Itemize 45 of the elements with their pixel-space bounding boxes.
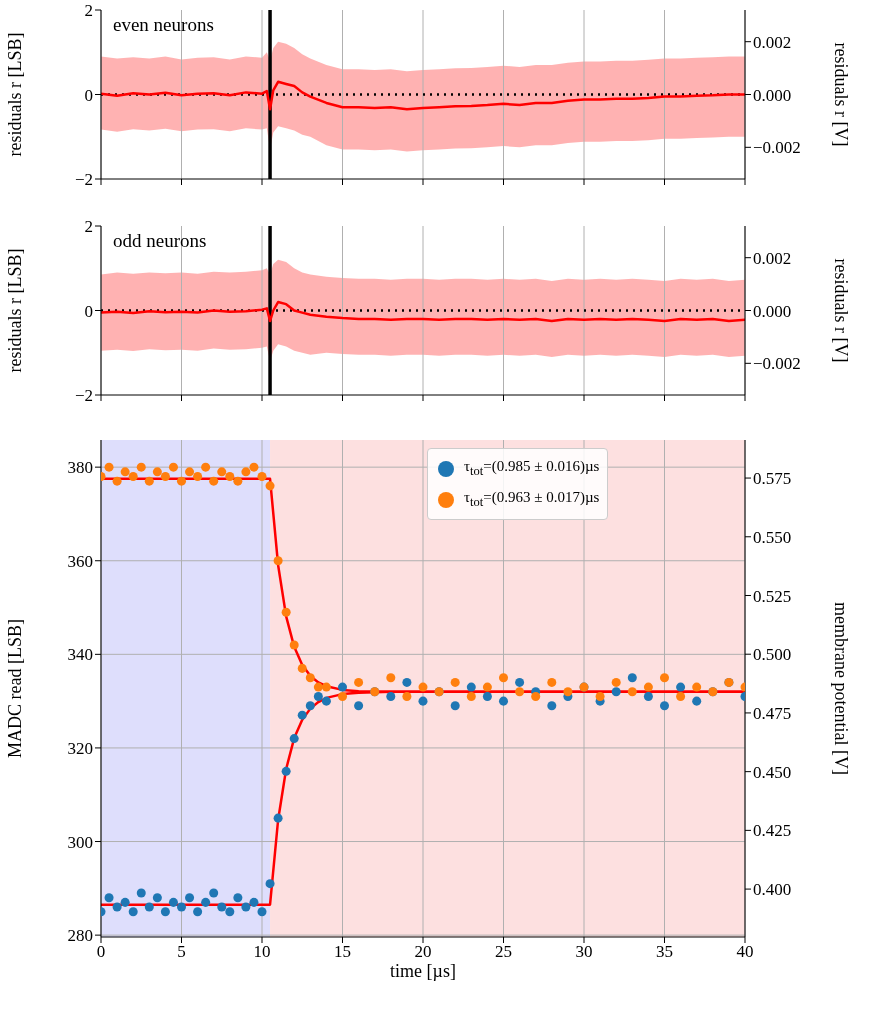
y-tick-label: 300 — [67, 832, 93, 852]
x-axis-title: time [µs] — [389, 961, 457, 982]
y2-axis-title: membrane potential [V] — [830, 602, 851, 775]
x-tick-label: 5 — [177, 942, 186, 962]
y2-tick-label: −0.002 — [753, 354, 801, 374]
legend-label: τ$_{tot}$=(0.963 ± 0.017)µs — [464, 488, 600, 511]
annotation: odd neurons — [113, 230, 207, 252]
x-tick-label: 25 — [495, 942, 512, 962]
y2-tick-label: 0.525 — [753, 586, 792, 606]
x-tick-label: 30 — [575, 942, 593, 962]
y-tick-label: 360 — [67, 551, 93, 571]
y2-tick-label: 0.575 — [753, 469, 792, 489]
y2-tick-label: 0.450 — [753, 762, 792, 782]
y2-axis-title: residuals r [V] — [830, 42, 851, 147]
y-tick-label: 0 — [84, 301, 93, 321]
legend-label: τ$_{tot}$=(0.985 ± 0.016)µs — [464, 457, 600, 480]
y-tick-label: 0 — [84, 85, 93, 105]
y-tick-label: 380 — [67, 458, 93, 478]
annotation: even neurons — [113, 14, 214, 36]
y-tick-label: −2 — [74, 386, 93, 406]
x-tick-label: 15 — [334, 942, 351, 962]
y-tick-label: 2 — [84, 217, 93, 237]
x-tick-label: 10 — [253, 942, 271, 962]
y2-tick-label: 0.002 — [753, 32, 792, 52]
y-tick-label: 280 — [67, 926, 93, 946]
y2-tick-label: 0.002 — [753, 248, 792, 268]
y2-tick-label: 0.500 — [753, 645, 792, 665]
y2-tick-label: 0.000 — [753, 301, 792, 321]
y2-tick-label: 0.475 — [753, 703, 792, 723]
x-tick-label: 20 — [414, 942, 432, 962]
y-tick-label: 2 — [84, 1, 93, 21]
y-axis-title: residuals r [LSB] — [5, 248, 26, 373]
y2-tick-label: 0.000 — [753, 85, 792, 105]
y2-tick-label: 0.425 — [753, 821, 792, 841]
y-tick-label: 320 — [67, 738, 93, 758]
y2-tick-label: 0.400 — [753, 880, 792, 900]
x-tick-label: 35 — [656, 942, 673, 962]
y2-tick-label: 0.550 — [753, 527, 792, 547]
x-tick-label: 40 — [736, 942, 754, 962]
y2-tick-label: −0.002 — [753, 138, 801, 158]
y-axis-title: MADC read [LSB] — [5, 619, 26, 758]
y-tick-label: 340 — [67, 645, 93, 665]
y-tick-label: −2 — [74, 170, 93, 190]
y-axis-title: residuals r [LSB] — [5, 32, 26, 157]
y2-axis-title: residuals r [V] — [830, 258, 851, 363]
